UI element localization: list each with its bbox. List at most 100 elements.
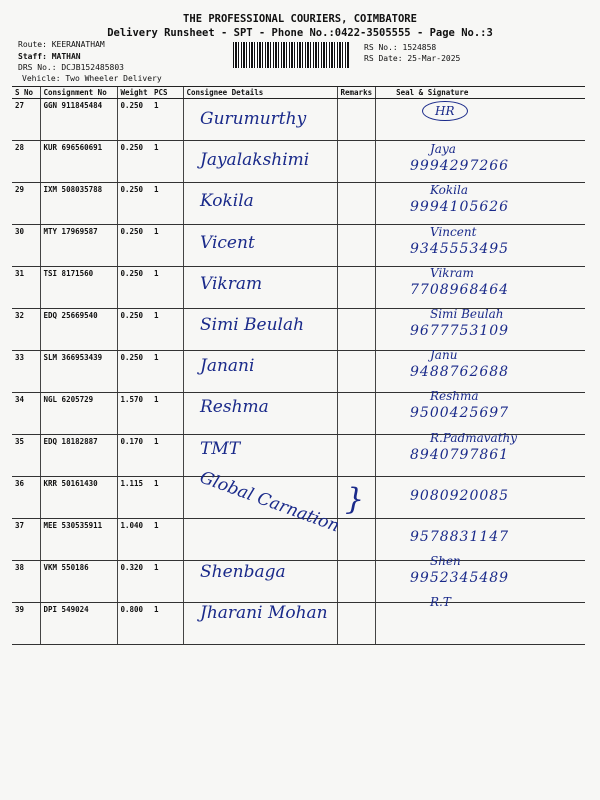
- pcs: 1: [151, 350, 183, 393]
- weight: 0.320: [116, 560, 151, 603]
- consignment-no: MTY 17969587: [39, 224, 117, 267]
- vehicle: Vehicle: Two Wheeler Delivery: [22, 74, 162, 83]
- seal-signature: [375, 434, 585, 477]
- handwritten-consignee: Vikram: [200, 273, 263, 294]
- remarks: [336, 602, 376, 645]
- consignment-no: NGL 6205729: [39, 392, 117, 435]
- handwritten-consignee: TMT: [200, 438, 241, 459]
- pcs: 1: [151, 392, 183, 435]
- pcs: 1: [151, 560, 183, 603]
- sno: 35: [12, 434, 40, 477]
- col-consignee: Consignee Details: [182, 86, 337, 99]
- handwritten-signature: Simi Beulah: [430, 307, 504, 321]
- seal-signature: [375, 308, 585, 351]
- pcs: 1: [151, 518, 183, 561]
- weight: 0.250: [116, 98, 151, 141]
- weight: 0.250: [116, 224, 151, 267]
- handwritten-signature: Reshma: [430, 389, 479, 404]
- consignee-details: [182, 518, 337, 561]
- handwritten-consignee: Vicent: [200, 232, 255, 253]
- sno: 30: [12, 224, 40, 267]
- col-consignment: Consignment No: [39, 86, 117, 99]
- handwritten-signature: R.Padmavathy: [430, 430, 518, 445]
- seal-signature: [375, 392, 585, 435]
- seal-signature: [375, 140, 585, 183]
- handwritten-consignee: Jharani Mohan: [200, 603, 328, 624]
- weight: 0.170: [116, 434, 151, 477]
- pcs: 1: [151, 308, 183, 351]
- handwritten-consignee: Gurumurthy: [200, 109, 307, 129]
- table-row: 34 NGL 6205729 1.570 1: [12, 392, 585, 435]
- sno: 39: [12, 602, 40, 645]
- consignment-no: MEE 530535911: [39, 518, 117, 561]
- consignment-no: TSI 8171560: [39, 266, 117, 309]
- table-row: 38 VKM 550186 0.320 1: [12, 560, 585, 603]
- sno: 32: [12, 308, 40, 351]
- pcs: 1: [151, 602, 183, 645]
- sno: 28: [12, 140, 40, 183]
- sno: 34: [12, 392, 40, 435]
- sno: 37: [12, 518, 40, 561]
- rs-date: RS Date: 25-Mar-2025: [364, 54, 461, 63]
- consignee-details: [182, 308, 337, 351]
- table-row: 39 DPI 549024 0.800 1: [12, 602, 585, 645]
- pcs: 1: [151, 98, 183, 141]
- handwritten-signature: Janu: [430, 348, 458, 363]
- consignment-no: KRR 50161430: [39, 476, 117, 519]
- consignment-no: DPI 549024: [39, 602, 117, 645]
- table-row: 30 MTY 17969587 0.250 1: [12, 224, 585, 267]
- brace-mark: }: [345, 482, 365, 517]
- weight: 1.570: [116, 392, 151, 435]
- handwritten-signature: Vikram: [430, 265, 474, 280]
- remarks: [336, 182, 376, 225]
- table-row: 31 TSI 8171560 0.250 1: [12, 266, 585, 309]
- consignment-no: KUR 696560691: [39, 140, 117, 183]
- seal-signature: [375, 518, 585, 561]
- company-name: THE PROFESSIONAL COURIERS, COIMBATORE: [183, 13, 417, 25]
- handwritten-signature: Jaya: [430, 142, 456, 157]
- handwritten-phone: 9677753109: [410, 323, 510, 339]
- weight: 0.250: [116, 350, 151, 393]
- remarks: [336, 140, 376, 183]
- handwritten-phone: 8940797861: [410, 446, 510, 463]
- pcs: 1: [151, 140, 183, 183]
- table-row: 35 EDQ 18182887 0.170 1: [12, 434, 585, 477]
- runsheet-subtitle: Delivery Runsheet - SPT - Phone No.:0422…: [107, 27, 493, 39]
- handwritten-phone: 9578831147: [410, 529, 510, 545]
- handwritten-signature: Shen: [430, 554, 461, 569]
- staff: Staff: MATHAN: [18, 52, 81, 61]
- handwritten-phone: 9080920085: [410, 487, 510, 504]
- handwritten-signature: HR: [422, 101, 468, 121]
- pcs: 1: [151, 182, 183, 225]
- remarks: [336, 308, 376, 351]
- col-signature: Seal & Signature: [375, 86, 585, 99]
- seal-signature: [375, 98, 585, 141]
- remarks: [336, 392, 376, 435]
- table-row: 37 MEE 530535911 1.040 1: [12, 518, 585, 561]
- sno: 29: [12, 182, 40, 225]
- seal-signature: [375, 266, 585, 309]
- consignee-details: [182, 98, 337, 141]
- handwritten-consignee: Shenbaga: [200, 562, 286, 583]
- handwritten-consignee: Reshma: [200, 397, 269, 418]
- table-row: 36 KRR 50161430 1.115 1: [12, 476, 585, 519]
- route: Route: KEERANATHAM: [18, 40, 105, 49]
- handwritten-phone: 9500425697: [410, 405, 510, 422]
- weight: 1.115: [116, 476, 151, 519]
- handwritten-phone: 9952345489: [410, 570, 510, 587]
- handwritten-phone: 9345553495: [410, 240, 510, 257]
- sno: 31: [12, 266, 40, 309]
- seal-signature: [375, 560, 585, 603]
- remarks: [336, 266, 376, 309]
- consignment-no: VKM 550186: [39, 560, 117, 603]
- rs-number: RS No.: 1524858: [364, 43, 437, 52]
- consignee-details: [182, 182, 337, 225]
- consignment-no: GGN 911845484: [39, 98, 117, 141]
- handwritten-consignee: Simi Beulah: [200, 315, 305, 335]
- handwritten-signature: Vincent: [430, 224, 477, 239]
- consignee-details: [182, 602, 337, 645]
- handwritten-signature: R.T: [430, 595, 451, 610]
- remarks: [336, 518, 376, 561]
- handwritten-consignee: Janani: [200, 356, 255, 377]
